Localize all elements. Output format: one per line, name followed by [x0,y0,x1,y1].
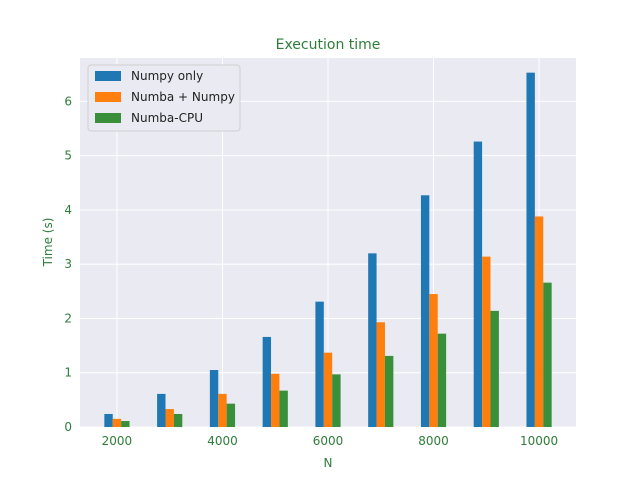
bars [104,72,552,428]
bar-series-1-n-9000 [482,256,491,427]
bar-series-1-n-10000 [534,216,544,427]
bar-series-2-n-3000 [173,413,183,427]
bar-series-0-n-6000 [315,301,324,427]
bar-series-2-n-7000 [384,355,394,427]
bar-series-2-n-8000 [437,333,447,427]
grid-lines [80,58,576,428]
bar-series-1-n-6000 [323,352,333,427]
bar-series-0-n-10000 [526,72,535,427]
bar-series-0-n-7000 [368,253,377,427]
y-axis-label: Time (s) [41,218,55,268]
chart-title: Execution time [276,37,381,53]
bar-series-2-n-2000 [121,421,130,427]
bar-series-2-n-10000 [543,282,552,427]
bar-series-0-n-3000 [157,393,166,427]
bar-series-1-n-2000 [112,418,122,427]
bar-series-0-n-9000 [473,141,483,428]
legend-label-numba-numpy: Numba + Numpy [131,90,235,104]
y-tick-label: 5 [64,149,72,163]
bar-series-2-n-4000 [226,403,236,427]
legend-label-numpy-only: Numpy only [131,69,203,83]
bar-series-2-n-6000 [332,374,341,427]
legend-swatch-numba-numpy [95,92,121,102]
bar-series-2-n-9000 [490,310,499,427]
x-tick-label: 8000 [418,434,449,448]
x-tick-labels: 2000 4000 6000 8000 10000 [102,434,558,448]
y-tick-label: 1 [64,366,72,380]
bar-series-1-n-7000 [376,322,385,427]
bar-series-1-n-5000 [271,373,280,427]
x-tick-label: 10000 [520,434,558,448]
bar-series-0-n-2000 [104,413,113,427]
x-tick-label: 2000 [102,434,133,448]
legend-swatch-numpy-only [95,71,121,81]
bar-series-1-n-4000 [218,393,227,427]
y-tick-label: 2 [64,311,72,325]
legend-box [87,64,241,132]
bar-series-1-n-8000 [429,294,438,427]
x-axis-label: N [324,456,333,470]
bar-series-1-n-3000 [165,409,174,427]
bar-series-0-n-4000 [209,370,219,427]
y-tick-label: 3 [64,257,72,271]
legend: Numpy only Numba + Numpy Numba-CPU [87,64,241,132]
legend-swatch-numba-cpu [95,113,121,123]
legend-label-numba-cpu: Numba-CPU [131,111,203,125]
y-tick-label: 6 [64,94,72,108]
y-tick-labels: 0 1 2 3 4 5 6 [64,94,72,434]
y-tick-label: 4 [64,203,72,217]
x-tick-label: 6000 [313,434,344,448]
x-tick-label: 4000 [207,434,238,448]
bar-series-0-n-5000 [262,336,272,427]
y-tick-label: 0 [64,420,72,434]
bar-series-0-n-8000 [420,195,430,427]
bar-series-2-n-5000 [279,390,288,427]
